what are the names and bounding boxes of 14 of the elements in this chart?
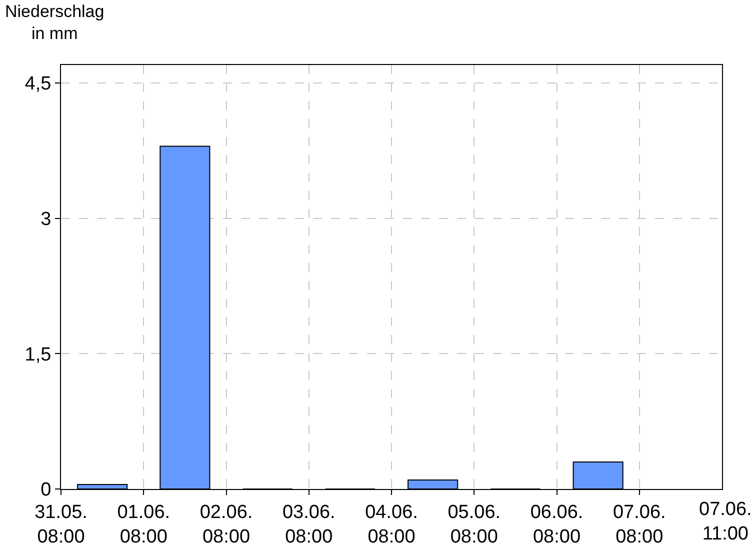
x-tick-label: 31.05. 08:00 xyxy=(34,502,88,546)
y-tick-label: 1,5 xyxy=(24,344,52,366)
y-axis-title: Niederschlag in mm xyxy=(5,2,104,44)
x-tick-label: 07.06. 08:00 xyxy=(612,502,666,546)
y-tick-label: 3 xyxy=(40,209,52,230)
y-tick-label: 4,5 xyxy=(24,74,52,95)
x-tick-label: 05.06. 08:00 xyxy=(448,502,501,546)
x-tick-label: 02.06. 08:00 xyxy=(200,502,253,546)
x-tick-label: 01.06. 08:00 xyxy=(117,502,170,546)
x-tick-label: 06.06. 08:00 xyxy=(530,502,584,546)
text: 07.06. 11:00 xyxy=(699,499,752,545)
x-tick-label: 03.06. 08:00 xyxy=(282,502,336,546)
x-tick-label: 04.06. 08:00 xyxy=(365,502,418,546)
y-tick-label: 0 xyxy=(40,480,52,501)
